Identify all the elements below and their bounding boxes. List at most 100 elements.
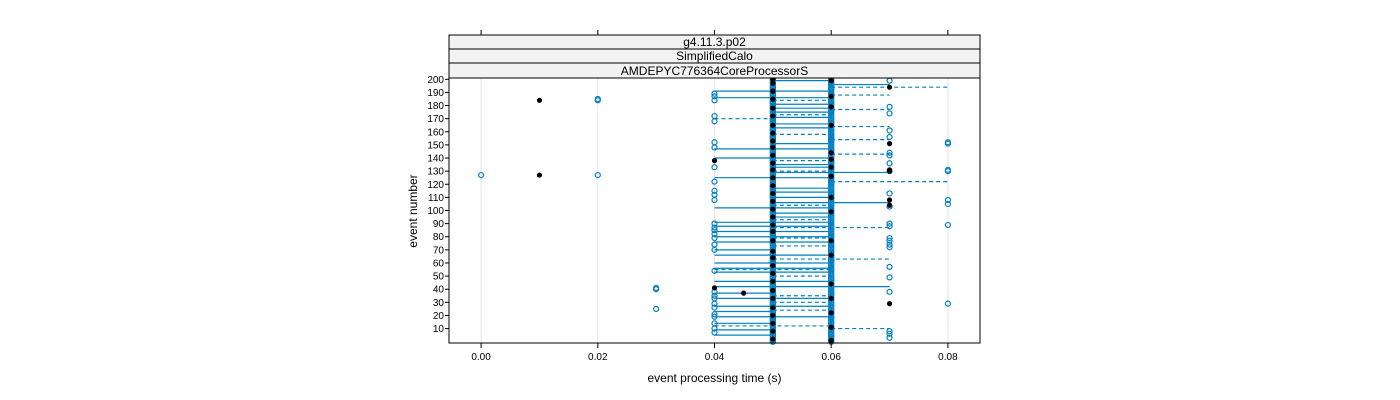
data-point-filled [886, 140, 893, 147]
data-point-open [828, 116, 835, 123]
data-point-open [828, 143, 835, 151]
data-point-open [828, 200, 835, 208]
data-point-filled [828, 194, 834, 200]
data-point-filled [770, 228, 776, 235]
data-point-open [711, 90, 718, 97]
data-point-filled [886, 301, 893, 307]
data-point-open [944, 200, 952, 208]
data-point-open [886, 77, 893, 84]
data-point-open [944, 221, 952, 229]
data-point-filled [770, 238, 776, 244]
data-point-filled [770, 138, 776, 144]
y-tick-label: 150 [427, 140, 444, 151]
data-point-filled [828, 295, 834, 301]
x-tick-label: 0.00 [471, 352, 491, 363]
data-point-filled [770, 336, 776, 342]
data-point-open [886, 234, 893, 242]
data-point-filled [770, 287, 776, 294]
data-point-filled [770, 96, 776, 102]
data-point-filled [828, 122, 834, 128]
data-point-filled [770, 167, 776, 173]
y-tick-label: 50 [433, 272, 445, 283]
data-point-filled [770, 328, 776, 334]
y-tick-label: 20 [433, 311, 445, 322]
data-point-open [711, 304, 718, 311]
y-tick-label: 40 [433, 285, 445, 296]
data-point-open [711, 164, 718, 171]
data-point-filled [770, 255, 776, 261]
x-axis-title: event processing time (s) [647, 371, 781, 385]
data-point-filled [886, 167, 893, 173]
data-point-open [828, 136, 835, 143]
strip-3: AMDEPYC776364CoreProcessorS [448, 62, 981, 79]
data-point-open [711, 227, 718, 234]
data-point-open [828, 110, 835, 117]
data-point-open [828, 139, 835, 147]
data-point-open [886, 110, 893, 117]
data-point-open [828, 287, 835, 294]
data-point-open [828, 316, 835, 324]
data-point-open [711, 178, 718, 185]
data-point-open [886, 103, 893, 110]
data-point-open [886, 244, 893, 251]
x-tick-label: 0.04 [705, 352, 725, 363]
data-point-filled [828, 93, 834, 99]
data-point-open [711, 139, 718, 146]
data-point-open [711, 329, 718, 336]
data-point-filled [770, 304, 776, 311]
data-point-open [828, 220, 835, 227]
y-tick-label: 60 [433, 258, 445, 269]
data-point-open [944, 166, 952, 173]
data-point-filled [770, 206, 776, 212]
data-point-filled [828, 337, 834, 343]
data-point-filled [828, 78, 834, 84]
data-point-open [828, 275, 835, 282]
y-tick-label: 80 [433, 232, 445, 243]
data-point-open [886, 152, 893, 159]
y-tick-label: 160 [427, 127, 444, 138]
data-point-open [886, 330, 893, 337]
data-point-filled [770, 248, 776, 254]
data-point-filled [711, 285, 718, 291]
points-layer [477, 76, 952, 345]
data-point-open [828, 128, 835, 135]
y-tick-label: 170 [427, 114, 444, 125]
y-tick-label: 100 [427, 206, 444, 217]
data-point-filled [770, 320, 776, 326]
data-point-open [477, 171, 485, 179]
data-point-filled [886, 84, 893, 90]
data-point-open [828, 263, 835, 271]
data-point-open [711, 295, 718, 302]
y-tick-label: 180 [427, 101, 444, 112]
strip-3-label: AMDEPYC776364CoreProcessorS [621, 64, 808, 78]
data-point-open [828, 216, 835, 223]
strip-1-label: g4.11.3.p02 [683, 35, 746, 49]
data-point-open [828, 257, 835, 264]
data-point-open [653, 284, 660, 292]
data-point-filled [770, 222, 776, 228]
data-point-open [828, 230, 835, 237]
data-point-open [886, 133, 893, 141]
data-point-open [886, 160, 893, 167]
y-axis-title: event number [406, 174, 420, 247]
y-tick-label: 120 [427, 180, 444, 191]
data-point-open [828, 289, 835, 296]
data-point-filled [770, 113, 776, 119]
y-axis: 10 20 30 40 50 60 70 80 90 100 110 120 130 140 150 160 1… [427, 75, 449, 335]
data-point-open [828, 266, 835, 273]
data-point-open [828, 82, 835, 90]
data-point-filled [770, 122, 776, 128]
data-point-filled [886, 202, 893, 208]
data-point-filled [828, 310, 834, 316]
data-point-open [886, 274, 893, 281]
data-point-open [711, 311, 718, 318]
data-point-open [711, 313, 718, 320]
data-point-filled [886, 197, 893, 203]
data-point-open [653, 305, 660, 312]
y-tick-label: 110 [428, 193, 444, 204]
data-point-filled [828, 252, 834, 258]
y-tick-label: 10 [433, 324, 445, 335]
data-point-open [886, 328, 893, 335]
data-point-open [828, 214, 835, 221]
